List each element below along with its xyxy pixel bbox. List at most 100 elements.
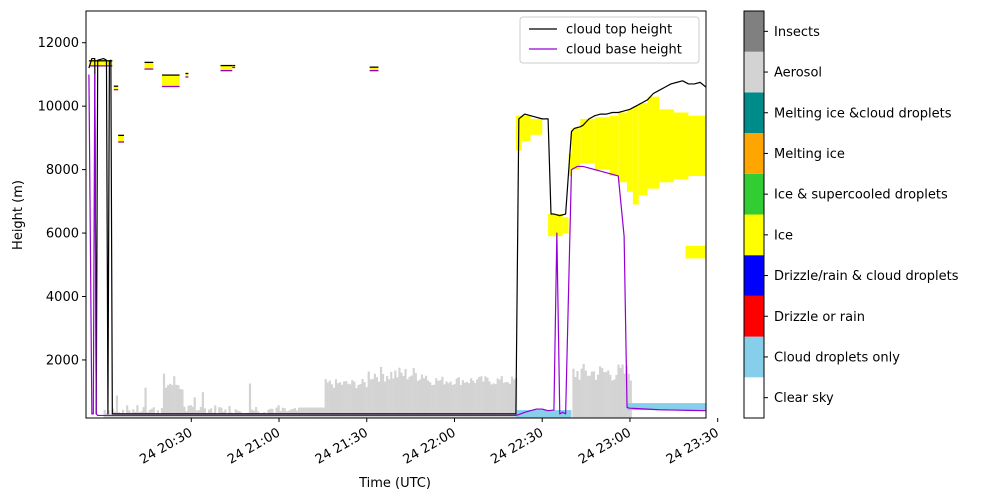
aerosol-cell xyxy=(574,376,577,418)
aerosol-cell xyxy=(160,408,164,418)
ice-cell xyxy=(185,72,189,78)
aerosol-cell xyxy=(504,381,507,418)
aerosol-cell xyxy=(586,375,589,418)
aerosol-cell xyxy=(220,407,223,418)
aerosol-cell xyxy=(435,378,438,418)
aerosol-cell xyxy=(402,375,405,418)
ice-cell xyxy=(562,217,569,234)
ice-cell xyxy=(88,60,113,67)
aerosol-cell xyxy=(304,407,307,418)
colorbar-segment xyxy=(744,92,764,134)
cloud-base-edge xyxy=(118,141,125,143)
aerosol-cell xyxy=(629,380,632,418)
aerosol-cell xyxy=(601,368,604,418)
aerosol-cell xyxy=(373,373,376,418)
aerosol-cell xyxy=(594,379,598,418)
aerosol-cell xyxy=(228,405,231,418)
cloud-base-edge xyxy=(185,76,189,78)
ice-cell xyxy=(627,109,633,192)
x-axis-ticks: 24 20:30 24 21:00 24 21:30 24 22:00 24 22:30… xyxy=(137,418,722,468)
aerosol-cell xyxy=(445,381,448,418)
aerosol-cell xyxy=(453,384,456,418)
colorbar-label: Drizzle or rain xyxy=(774,310,865,325)
aerosol-cell xyxy=(478,376,481,418)
aerosol-cell xyxy=(142,407,145,418)
x-tick-label: 24 21:00 xyxy=(225,425,283,467)
aerosol-cell xyxy=(347,383,350,418)
aerosol-cell xyxy=(408,376,411,418)
colorbar-segment xyxy=(744,377,764,418)
aerosol-cell xyxy=(472,380,475,418)
aerosol-cell xyxy=(392,378,395,418)
y-tick-label: 12000 xyxy=(38,36,79,51)
aerosol-cell xyxy=(588,375,591,418)
aerosol-cell xyxy=(179,388,182,418)
ice-cell xyxy=(647,96,660,189)
x-tick-label: 24 20:30 xyxy=(137,425,195,467)
aerosol-cell xyxy=(183,406,186,418)
ice-cell xyxy=(618,112,628,183)
liquid-cell xyxy=(627,403,706,411)
ice-cell xyxy=(232,64,236,69)
aerosol-cell xyxy=(115,395,119,418)
aerosol-cell xyxy=(427,380,430,418)
aerosol-cell xyxy=(103,409,106,418)
aerosol-cell xyxy=(603,372,606,418)
aerosol-cell xyxy=(359,384,362,418)
aerosol-cell xyxy=(512,379,516,418)
colorbar-label: Drizzle/rain & cloud droplets xyxy=(774,269,959,284)
cloud-base-edge xyxy=(232,66,236,69)
aerosol-cell xyxy=(365,387,368,418)
aerosol-cell xyxy=(181,389,184,418)
x-tick-label: 24 23:00 xyxy=(576,425,634,467)
aerosol-cell xyxy=(429,382,432,418)
aerosol-cell xyxy=(171,385,174,418)
aerosol-cell xyxy=(281,407,284,418)
aerosol-cell xyxy=(343,381,346,418)
aerosol-cell xyxy=(627,373,630,418)
legend-box xyxy=(519,16,700,64)
aerosol-cell xyxy=(461,380,464,418)
cloud-base-edge xyxy=(113,89,119,91)
cloud-base-edge xyxy=(162,85,180,88)
aerosol-cell xyxy=(416,380,419,418)
aerosol-cell xyxy=(490,384,493,418)
aerosol-cell xyxy=(203,408,207,418)
aerosol-cell xyxy=(480,376,483,418)
aerosol-cell xyxy=(486,377,489,418)
aerosol-cell xyxy=(164,387,168,418)
aerosol-cell xyxy=(621,364,624,418)
aerosol-cell xyxy=(396,377,399,418)
ice-cell xyxy=(609,115,619,176)
aerosol-cell xyxy=(349,384,352,418)
ice-cell xyxy=(632,106,639,205)
aerosol-cell xyxy=(584,370,587,418)
aerosol-cell xyxy=(257,411,260,418)
ice-cell xyxy=(688,115,706,176)
ice-cell xyxy=(638,102,648,195)
aerosol-cell xyxy=(351,380,354,418)
colorbar-segment xyxy=(744,336,764,378)
aerosol-cell xyxy=(345,381,348,418)
aerosol-cell xyxy=(187,405,190,418)
aerosol-cell xyxy=(322,407,325,418)
colorbar-label: Insects xyxy=(774,25,820,40)
aerosol-cell xyxy=(162,373,166,418)
colorbar-segment xyxy=(744,133,764,174)
aerosol-cell xyxy=(508,383,512,418)
cloud-top-edge xyxy=(118,134,125,136)
aerosol-cell xyxy=(420,374,424,418)
aerosol-cell xyxy=(502,382,505,418)
ice-cell xyxy=(162,74,180,88)
aerosol-cell xyxy=(363,382,366,418)
colorbar-label: Melting ice xyxy=(774,147,845,162)
x-tick-label: 24 21:30 xyxy=(313,425,371,467)
aerosol-cell xyxy=(590,371,593,418)
aerosol-cell xyxy=(308,407,311,418)
aerosol-cell xyxy=(353,381,356,418)
aerosol-cell xyxy=(279,410,282,418)
aerosol-cell xyxy=(375,377,379,418)
aerosol-cell xyxy=(140,411,143,418)
aerosol-cell xyxy=(384,381,387,418)
cloud-top-edge xyxy=(144,61,154,64)
